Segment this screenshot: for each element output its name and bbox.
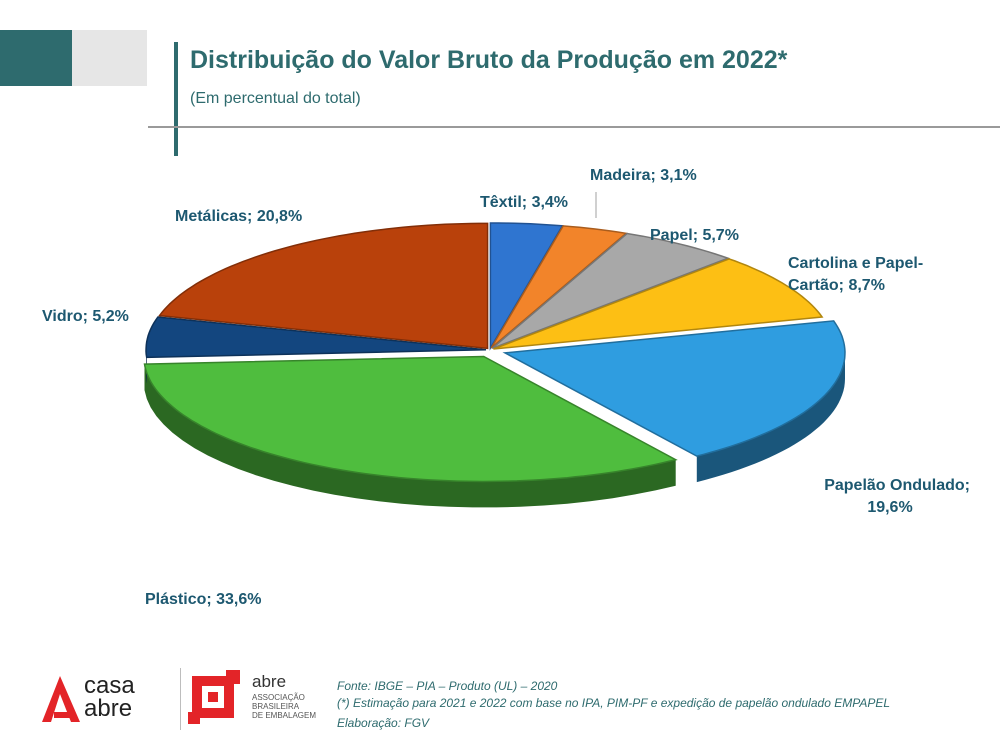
source-line: Fonte: IBGE – PIA – Produto (UL) – 2020: [337, 679, 558, 693]
footer-separator: [180, 668, 181, 730]
elaboration-line: Elaboração: FGV: [337, 716, 430, 730]
header-vertical-bar: [174, 42, 178, 156]
casa-abre-logo-text: casa abre: [84, 672, 135, 722]
slice-textil: [489, 222, 564, 351]
slice-metalicas: [158, 222, 489, 350]
header-rule: [148, 126, 1000, 128]
abre-logo-subtitle: ASSOCIAÇÃO BRASILEIRA DE EMBALAGEM: [252, 693, 332, 720]
label-metalicas: Metálicas; 20,8%: [175, 208, 302, 225]
label-vidro: Vidro; 5,2%: [42, 308, 129, 325]
logo-casa-word: casa: [84, 672, 135, 699]
page-title: Distribuição do Valor Bruto da Produção …: [190, 46, 788, 74]
abre-association-logo-icon: [188, 670, 240, 724]
slice-side-papelao-ondulado: [696, 352, 845, 483]
pie-labels: Têxtil; 3,4% Madeira; 3,1% Papel; 5,7% Cart…: [42, 167, 970, 608]
slice-papel: [491, 232, 731, 350]
slice-madeira: [490, 225, 628, 349]
slice-papelao-ondulado: [502, 320, 846, 457]
label-papelao-ondulado-line-2: 19,6%: [867, 499, 912, 516]
casa-abre-logo-icon: [42, 676, 80, 722]
logo-abre-word: abre: [84, 695, 133, 722]
slice-vidro: [145, 316, 487, 359]
label-papelao-ondulado-line-1: Papelão Ondulado;: [824, 477, 970, 494]
label-madeira: Madeira; 3,1%: [590, 167, 697, 184]
label-cartolina-e-papel-cartao-line-1: Cartolina e Papel-: [788, 255, 923, 272]
pie-chart: Têxtil; 3,4% Madeira; 3,1% Papel; 5,7% Cart…: [42, 167, 970, 608]
estimation-note: (*) Estimação para 2021 e 2022 com base …: [337, 696, 891, 710]
abre-sub-line-1: ASSOCIAÇÃO: [252, 693, 305, 702]
header-light-block: [72, 30, 147, 86]
slice-cartolina-e-papel-cartao: [493, 258, 824, 350]
page-subtitle: (Em percentual do total): [190, 90, 361, 107]
label-textil: Têxtil; 3,4%: [480, 194, 568, 211]
abre-sub-line-2: BRASILEIRA: [252, 702, 300, 711]
slice-side-plastico: [144, 364, 676, 508]
abre-logo-word: abre: [252, 672, 287, 691]
header-accent-block: [0, 30, 72, 86]
pie-tops: [143, 222, 846, 483]
slice-plastico: [143, 355, 678, 483]
label-cartolina-e-papel-cartao-line-2: Cartão; 8,7%: [788, 277, 885, 294]
abre-sub-line-3: DE EMBALAGEM: [252, 711, 317, 720]
label-plastico: Plástico; 33,6%: [145, 591, 262, 608]
label-papel: Papel; 5,7%: [650, 227, 739, 244]
